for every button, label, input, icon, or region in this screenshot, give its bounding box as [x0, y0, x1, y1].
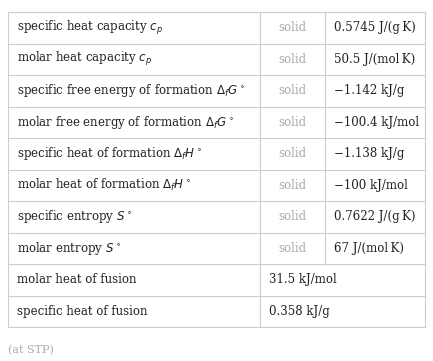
Text: molar heat capacity $c_p$: molar heat capacity $c_p$: [17, 50, 152, 68]
Text: solid: solid: [278, 210, 307, 223]
Text: solid: solid: [278, 84, 307, 97]
Text: 50.5 J/(mol K): 50.5 J/(mol K): [334, 53, 415, 66]
Text: specific free energy of formation $\Delta_f G^\circ$: specific free energy of formation $\Delt…: [17, 82, 245, 99]
Text: solid: solid: [278, 116, 307, 129]
Text: solid: solid: [278, 242, 307, 255]
Text: −100.4 kJ/mol: −100.4 kJ/mol: [334, 116, 419, 129]
Text: molar heat of fusion: molar heat of fusion: [17, 273, 136, 286]
Text: solid: solid: [278, 147, 307, 160]
Text: specific heat capacity $c_p$: specific heat capacity $c_p$: [17, 19, 163, 37]
Text: −1.142 kJ/g: −1.142 kJ/g: [334, 84, 404, 97]
Text: (at STP): (at STP): [8, 345, 54, 355]
Text: specific entropy $S^\circ$: specific entropy $S^\circ$: [17, 208, 132, 225]
Text: molar entropy $S^\circ$: molar entropy $S^\circ$: [17, 240, 121, 257]
Text: molar free energy of formation $\Delta_f G^\circ$: molar free energy of formation $\Delta_f…: [17, 114, 234, 131]
Text: 0.358 kJ/g: 0.358 kJ/g: [269, 305, 330, 318]
Text: solid: solid: [278, 179, 307, 192]
Text: molar heat of formation $\Delta_f H^\circ$: molar heat of formation $\Delta_f H^\cir…: [17, 177, 191, 193]
Text: specific heat of fusion: specific heat of fusion: [17, 305, 148, 318]
Text: solid: solid: [278, 53, 307, 66]
Text: 31.5 kJ/mol: 31.5 kJ/mol: [269, 273, 337, 286]
Text: −100 kJ/mol: −100 kJ/mol: [334, 179, 408, 192]
Text: specific heat of formation $\Delta_f H^\circ$: specific heat of formation $\Delta_f H^\…: [17, 145, 202, 162]
Text: 0.7622 J/(g K): 0.7622 J/(g K): [334, 210, 415, 223]
Text: solid: solid: [278, 21, 307, 34]
Text: 67 J/(mol K): 67 J/(mol K): [334, 242, 404, 255]
Text: −1.138 kJ/g: −1.138 kJ/g: [334, 147, 404, 160]
Text: 0.5745 J/(g K): 0.5745 J/(g K): [334, 21, 416, 34]
